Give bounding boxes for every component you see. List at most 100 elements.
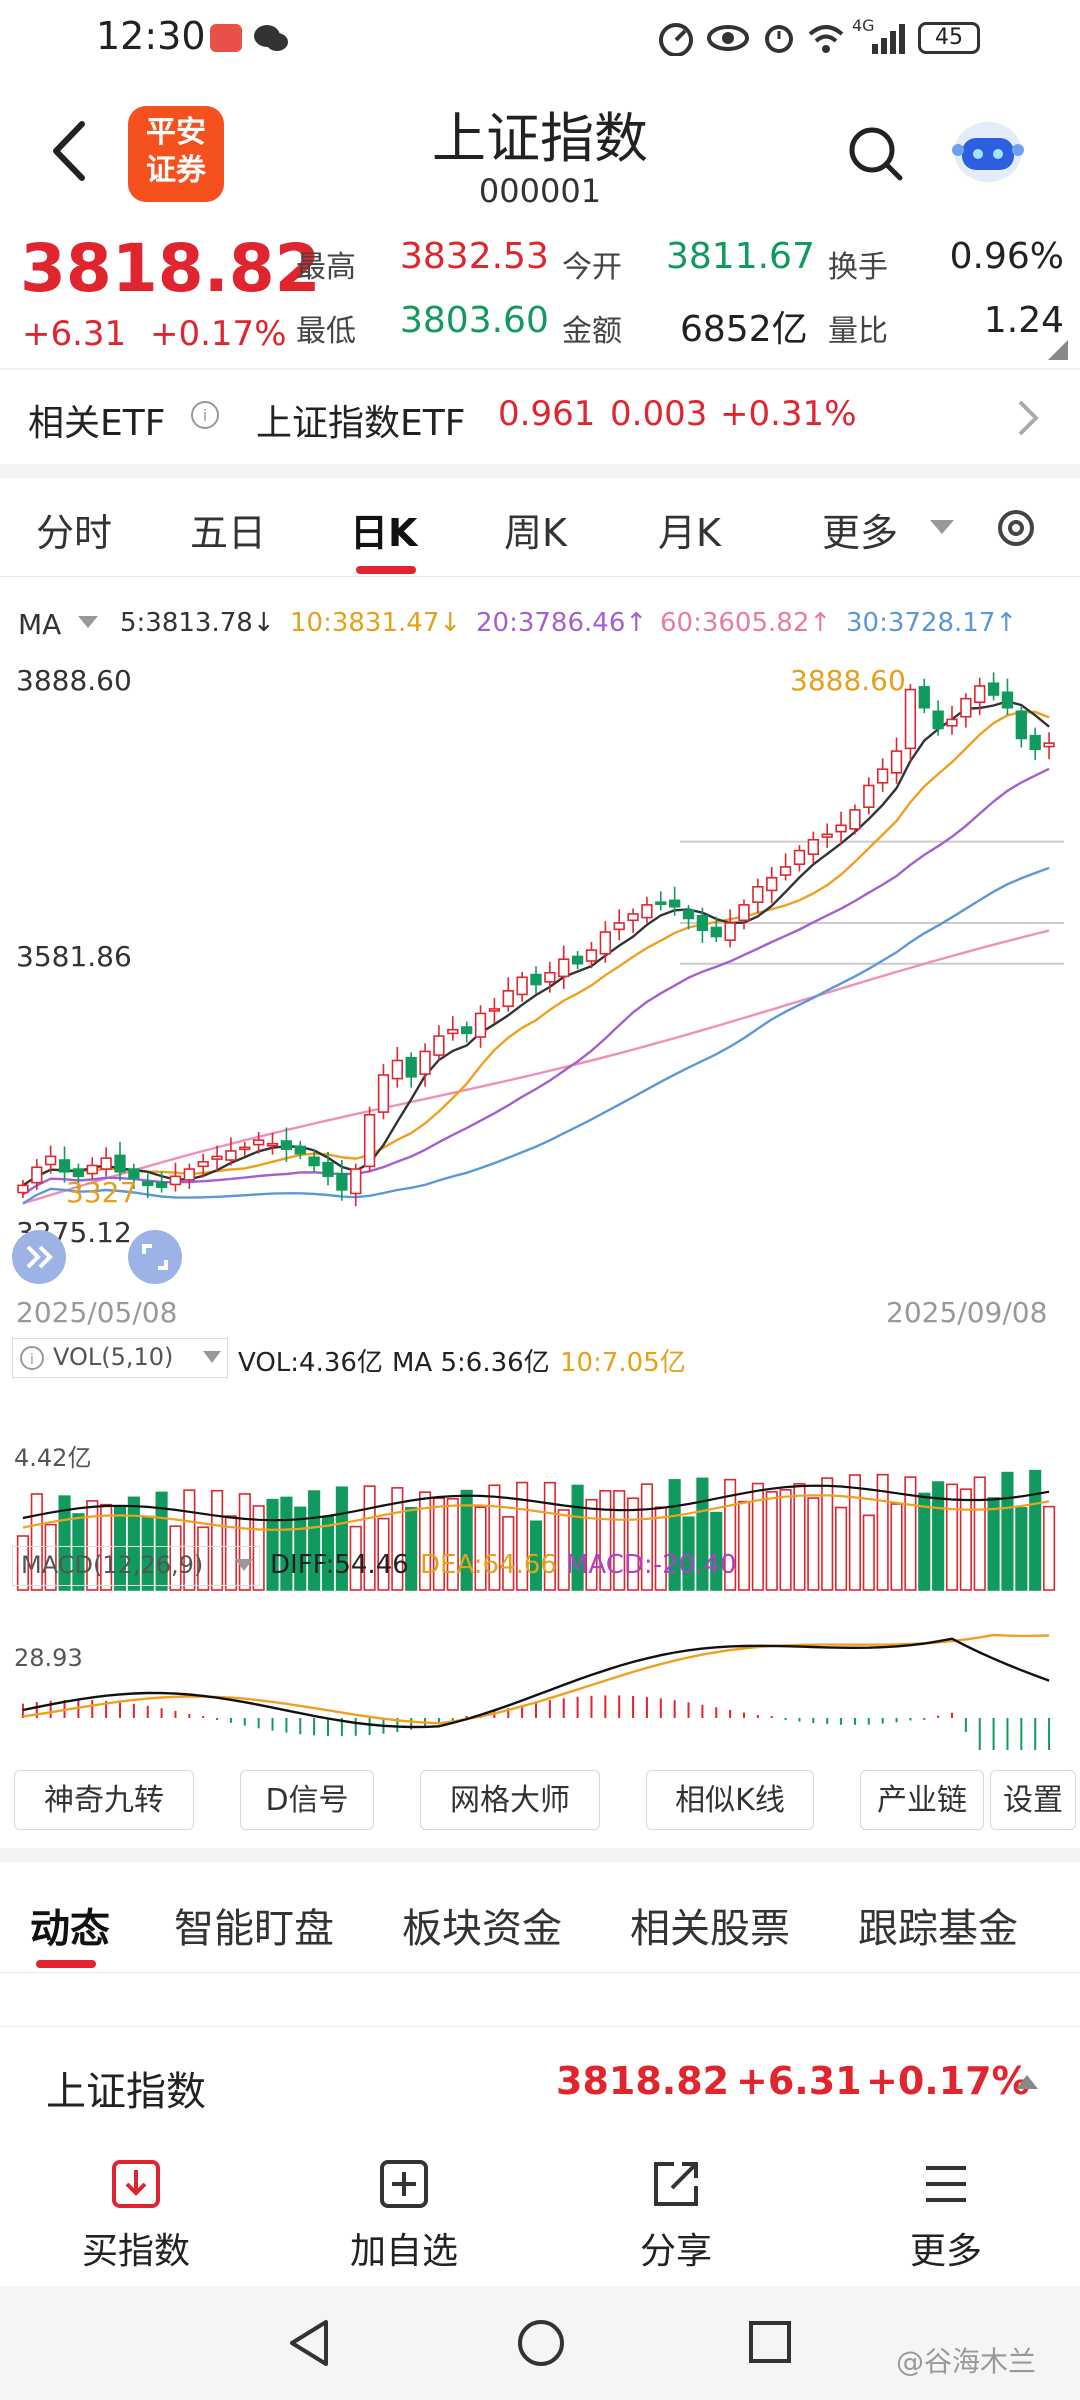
tab-five-day[interactable]: 五日: [190, 511, 267, 555]
nav-home-icon[interactable]: [514, 2316, 568, 2370]
macd-selector[interactable]: MACD(12,26,9): [12, 1546, 260, 1586]
tool-button-d-signal[interactable]: D信号: [240, 1770, 374, 1830]
tab-daily-k[interactable]: 日K: [350, 511, 418, 555]
tab-tracking-funds[interactable]: 跟踪基金: [858, 1906, 1018, 1952]
candle-body: [530, 973, 542, 986]
volume-bar: [585, 1498, 598, 1591]
low-value: 3803.60: [400, 300, 549, 341]
nav-back-icon[interactable]: [284, 2316, 334, 2370]
tool-button-industry-chain[interactable]: 产业链: [860, 1770, 984, 1830]
tool-button-settings[interactable]: 设置: [990, 1770, 1076, 1830]
buy-download-icon: [112, 2160, 160, 2208]
kline-chart[interactable]: MA 5:3813.78↓ 10:3831.47↓ 20:3786.46↑ 60…: [0, 590, 1080, 1750]
candle-body: [932, 710, 944, 730]
ma30-line: [22, 866, 1050, 1205]
chevron-right-icon[interactable]: [1012, 398, 1042, 438]
etf-name: 上证指数ETF: [256, 403, 466, 444]
active-tab-indicator: [36, 1960, 96, 1968]
candle-body: [766, 876, 778, 892]
vol-selector[interactable]: i VOL(5,10): [12, 1338, 228, 1378]
volume-bar: [446, 1497, 459, 1591]
ai-assistant-icon[interactable]: [948, 110, 1028, 190]
dropdown-arrow-icon[interactable]: [930, 520, 954, 536]
volume-bar: [30, 1493, 43, 1591]
volume-bar: [543, 1481, 556, 1591]
ma-selector[interactable]: MA: [18, 608, 62, 641]
volume-bar: [973, 1476, 986, 1591]
tool-button-nine-turns[interactable]: 神奇九转: [14, 1770, 194, 1830]
bottom-action-bar: 买指数 加自选 分享 更多: [0, 2136, 1080, 2286]
vol-ma10-line: [22, 1494, 1050, 1531]
back-arrow-icon[interactable]: [40, 116, 100, 186]
speed-icon: [659, 23, 693, 56]
tab-weekly-k[interactable]: 周K: [504, 511, 567, 555]
tab-more[interactable]: 更多: [822, 511, 899, 555]
bottom-ticker-bar[interactable]: 上证指数 3818.82 +6.31 +0.17%: [0, 2026, 1080, 2138]
candle-body: [974, 685, 986, 704]
candle-body: [474, 1012, 487, 1038]
info-icon[interactable]: i: [190, 400, 220, 430]
amount-value: 6852亿: [680, 309, 808, 350]
vol-ma5: MA 5:6.36亿: [392, 1348, 550, 1378]
ticker-price: 3818.82: [556, 2059, 730, 2103]
turnover-value: 0.96%: [949, 236, 1064, 277]
more-button[interactable]: 更多: [846, 2156, 1046, 2274]
divider: [0, 464, 1080, 478]
volume-bar: [58, 1495, 71, 1591]
volume-bar: [807, 1497, 820, 1591]
volume-bar: [696, 1477, 709, 1591]
candle-body: [72, 1168, 85, 1178]
search-icon[interactable]: [846, 124, 906, 184]
high-label: 最高: [296, 250, 356, 285]
tab-news[interactable]: 动态: [30, 1906, 110, 1952]
volume-bar: [238, 1493, 251, 1591]
tool-button-grid-master[interactable]: 网格大师: [420, 1770, 600, 1830]
diff-line: [22, 1637, 1050, 1729]
candle-body: [890, 750, 903, 774]
tab-smart-watch[interactable]: 智能盯盘: [174, 1906, 334, 1952]
tab-timeshare[interactable]: 分时: [36, 511, 113, 555]
tab-related-stocks[interactable]: 相关股票: [630, 1906, 790, 1952]
candle-body: [516, 976, 528, 996]
volume-bar: [945, 1483, 959, 1591]
tab-monthly-k[interactable]: 月K: [658, 511, 721, 555]
add-watchlist-button[interactable]: 加自选: [304, 2156, 504, 2274]
ticker-change-pct: +0.17%: [866, 2059, 1030, 2103]
ma-dropdown-icon[interactable]: [78, 616, 98, 630]
candle-body: [211, 1155, 223, 1160]
related-etf-row[interactable]: 相关ETF i 上证指数ETF 0.961 0.003 +0.31%: [0, 368, 1080, 464]
volume-bar: [1029, 1469, 1042, 1591]
gear-icon[interactable]: [992, 504, 1040, 552]
ma20-line: [22, 767, 1050, 1196]
scroll-left-button[interactable]: [12, 1230, 66, 1284]
chart-canvas[interactable]: [0, 650, 1080, 1750]
candle-body: [904, 688, 917, 750]
kline-period-tabs: 分时 五日 日K 周K 月K 更多: [0, 480, 1080, 577]
vol-axis-label: 4.42亿: [14, 1444, 92, 1472]
candle-body: [793, 849, 806, 865]
nav-recents-icon[interactable]: [746, 2318, 794, 2366]
fullscreen-button[interactable]: [128, 1230, 182, 1284]
etf-change: 0.003: [610, 394, 708, 434]
volume-bar: [821, 1477, 834, 1591]
info-icon[interactable]: i: [19, 1345, 45, 1371]
ma60-line: [22, 929, 1050, 1205]
volume-bar: [363, 1485, 376, 1591]
caret-up-icon[interactable]: [1016, 2073, 1038, 2089]
tab-sector-funds[interactable]: 板块资金: [402, 1906, 562, 1952]
buy-index-button[interactable]: 买指数: [36, 2156, 236, 2274]
tool-button-similar-k[interactable]: 相似K线: [646, 1770, 814, 1830]
expand-corner-icon[interactable]: [1048, 340, 1068, 360]
candle-body: [336, 1172, 348, 1191]
volume-bar: [502, 1516, 515, 1591]
candle-body: [294, 1145, 306, 1155]
volume-bar: [751, 1482, 764, 1591]
candle-body: [987, 682, 1000, 696]
candle-body: [946, 718, 958, 727]
volume-bar: [405, 1506, 418, 1591]
volume-bar: [224, 1515, 238, 1591]
volume-bar: [294, 1506, 307, 1591]
share-button[interactable]: 分享: [576, 2156, 776, 2274]
volume-bar: [1015, 1507, 1028, 1591]
broker-logo[interactable]: 平安 证券: [128, 106, 224, 202]
